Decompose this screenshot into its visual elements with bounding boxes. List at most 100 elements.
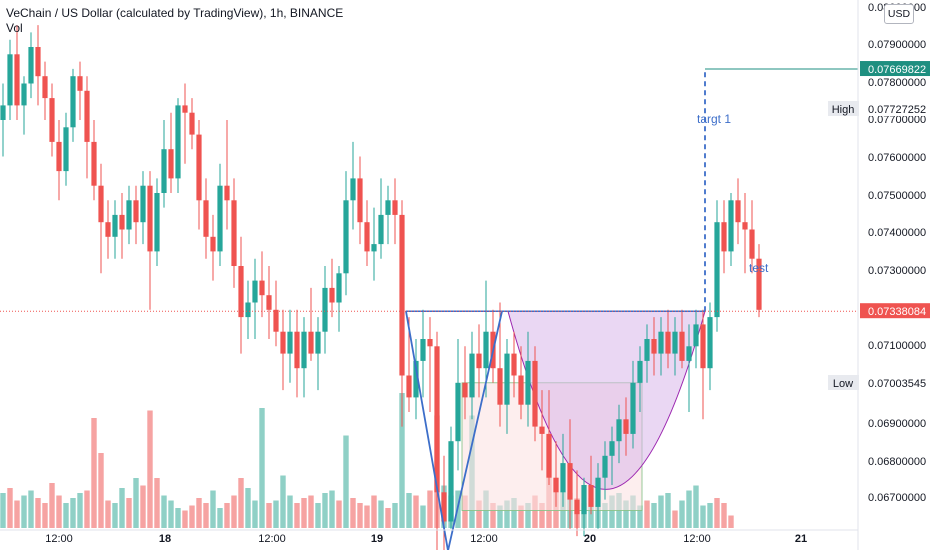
candle-body (413, 360, 419, 398)
candle-body (469, 353, 475, 398)
price-tick-label: 0.07300000 (868, 265, 926, 277)
candle-body (406, 375, 412, 398)
volume-bar (133, 478, 139, 528)
candle-body (105, 222, 111, 237)
volume-bar (427, 490, 433, 528)
high-value-box (860, 101, 930, 116)
volume-bar (49, 483, 55, 528)
annotation-target: targt 1 (697, 112, 731, 126)
candle-body (112, 214, 118, 237)
symbol-title: VeChain / US Dollar (calculated by Tradi… (6, 6, 344, 20)
v-pattern-line (405, 311, 503, 550)
volume-bar (721, 503, 727, 528)
candle-body (154, 193, 160, 252)
candle-body (252, 280, 258, 303)
volume-bar (259, 408, 265, 528)
volume-bar (525, 503, 531, 528)
high-tag-box (828, 101, 859, 116)
volume-bar (273, 500, 279, 528)
volume-label: Vol (6, 21, 23, 35)
volume-bar (385, 508, 391, 528)
candle-body (336, 273, 342, 303)
volume-bar (0, 493, 6, 528)
volume-bar (266, 503, 272, 528)
candle-body (532, 360, 538, 427)
volume-bar (280, 475, 286, 528)
chart-legend: VeChain / US Dollar (calculated by Tradi… (6, 6, 343, 36)
currency-button[interactable]: USD (884, 4, 914, 24)
candle-body (504, 353, 510, 405)
candle-body (616, 419, 622, 442)
candle-body (14, 54, 20, 106)
volume-bar (196, 498, 202, 528)
volume-bar (518, 505, 524, 528)
candle-body (441, 492, 447, 522)
price-tick-label: 0.06900000 (868, 418, 926, 430)
candle-body (196, 134, 202, 201)
volume-bar (406, 493, 412, 528)
candle-body (651, 339, 657, 354)
candle-body (238, 266, 244, 318)
volume-bar (168, 500, 174, 528)
volume-bar (399, 393, 405, 528)
volume-bar (210, 490, 216, 528)
candle-body (287, 331, 293, 354)
volume-bar (154, 478, 160, 528)
candle-body (567, 463, 573, 500)
annotation-test: test (749, 261, 769, 275)
candle-body (665, 331, 671, 354)
candle-body (742, 222, 748, 230)
time-tick-label: 12:00 (258, 533, 286, 545)
volume-bar (77, 493, 83, 528)
candle-body (588, 485, 594, 507)
candle-body (693, 324, 699, 347)
volume-bar (245, 488, 251, 528)
candle-body (574, 499, 580, 515)
candle-body (602, 455, 608, 478)
candle-body (644, 339, 650, 361)
volume-bar (119, 488, 125, 528)
candle-body (420, 339, 426, 361)
volume-bar (308, 495, 314, 528)
candle-body (322, 287, 328, 332)
candle-body (91, 141, 97, 186)
volume-bar (224, 503, 230, 528)
candle-body (210, 236, 216, 252)
volume-bar (294, 503, 300, 528)
candle-body (140, 185, 146, 223)
volume-bar (378, 500, 384, 528)
volume-bar (728, 515, 734, 528)
volume-bar (350, 498, 356, 528)
candle-body (266, 295, 272, 310)
candle-body (539, 426, 545, 434)
time-tick-label: 12:00 (470, 533, 498, 545)
candle-body (546, 433, 552, 478)
candle-body (434, 346, 440, 493)
candle-body (728, 200, 734, 252)
candle-body (315, 331, 321, 354)
candle-body (672, 331, 678, 354)
candle-body (98, 185, 104, 223)
candle-body (84, 90, 90, 142)
candle-body (462, 382, 468, 398)
candle-body (686, 346, 692, 361)
volume-bar (84, 490, 90, 528)
candle-body (329, 287, 335, 303)
candle-body (448, 441, 454, 522)
volume-bar (707, 503, 713, 528)
candle-body (63, 127, 69, 172)
candle-body (560, 463, 566, 493)
volume-bar (392, 503, 398, 528)
current-price-value-box (860, 303, 930, 319)
candle-body (364, 222, 370, 252)
candle-body (189, 112, 195, 135)
volume-bar (217, 508, 223, 528)
volume-bar (301, 498, 307, 528)
target-value: 0.07669822 (868, 64, 926, 76)
low-value: 0.07003545 (868, 378, 926, 390)
volume-bar (686, 490, 692, 528)
low-tag: Low (833, 378, 853, 390)
candle-body (476, 353, 482, 369)
